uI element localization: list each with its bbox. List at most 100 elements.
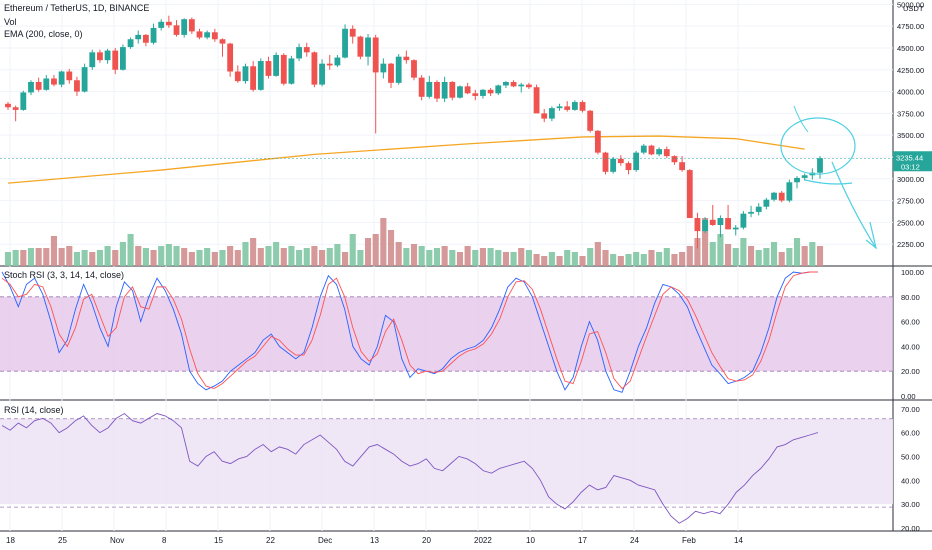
- candle-body: [771, 192, 777, 200]
- candle-body: [165, 21, 172, 26]
- volume-bar: [717, 234, 724, 266]
- candle-body: [219, 39, 226, 44]
- time-tick-label: Dec: [318, 536, 332, 545]
- candle-body: [457, 86, 463, 98]
- candle-body: [334, 57, 341, 66]
- rsi-tick-label: 20.00: [901, 524, 920, 533]
- rsi-tick-label: 60.00: [901, 429, 920, 438]
- volume-bar: [234, 250, 241, 266]
- price-tick-label: 4000.00: [897, 88, 924, 97]
- annotation-circle: [780, 117, 856, 175]
- stoch-rsi-label[interactable]: Stoch RSI (3, 3, 14, 14, close): [4, 270, 125, 280]
- volume-bar: [357, 250, 364, 266]
- volume-bar: [250, 238, 257, 266]
- volume-bar: [418, 246, 425, 266]
- volume-bar: [341, 252, 349, 266]
- candle-body: [801, 175, 808, 178]
- stoch-tick-label: 20.00: [901, 367, 920, 376]
- volume-bar: [35, 248, 42, 266]
- candle-body: [173, 25, 180, 35]
- candle-body: [694, 218, 701, 232]
- volume-bar: [541, 256, 548, 266]
- candle-body: [89, 52, 96, 68]
- candle-body: [211, 32, 218, 40]
- volume-indicator-label[interactable]: Vol: [4, 17, 17, 27]
- volume-bar: [617, 256, 624, 266]
- candle-body: [342, 28, 348, 58]
- volume-bar: [20, 250, 27, 266]
- rsi-tick-label: 40.00: [901, 476, 920, 485]
- candle-body: [648, 145, 655, 155]
- volume-bar: [725, 244, 732, 266]
- volume-bar: [403, 248, 410, 266]
- volume-bar: [165, 244, 172, 266]
- volume-bar: [755, 250, 762, 266]
- candle-body: [426, 81, 433, 97]
- rsi-series-line: [1, 412, 819, 524]
- volume-bar: [656, 252, 663, 266]
- volume-bar: [104, 246, 111, 266]
- volume-bar: [763, 248, 770, 266]
- volume-bar: [495, 250, 502, 266]
- candle-body: [587, 110, 594, 131]
- volume-bar: [556, 256, 563, 266]
- time-tick-label: 24: [630, 536, 639, 545]
- volume-bar: [441, 246, 448, 266]
- volume-bar: [4, 252, 12, 266]
- candle-body: [58, 71, 65, 85]
- volume-bar: [89, 252, 96, 266]
- candle-body: [135, 34, 142, 40]
- candle-body: [717, 218, 724, 226]
- volume-bar: [119, 242, 126, 266]
- volume-bar: [58, 248, 65, 266]
- candle-body: [204, 32, 211, 38]
- candle-body: [74, 80, 80, 92]
- stoch-series-line: [1, 271, 818, 393]
- candle-body: [411, 60, 417, 78]
- time-tick-label: 13: [370, 536, 379, 545]
- volume-bar: [227, 246, 234, 266]
- stoch-band: [0, 296, 893, 372]
- volume-bar: [280, 248, 287, 266]
- volume-bar: [679, 252, 686, 266]
- candle-body: [5, 103, 11, 108]
- candle-body: [12, 107, 19, 110]
- volume-bar: [694, 238, 701, 266]
- volume-bar: [112, 250, 119, 266]
- candle-body: [671, 156, 678, 163]
- rsi-tick-label: 30.00: [901, 500, 920, 509]
- volume-bar: [671, 254, 678, 266]
- volume-bar: [686, 246, 693, 266]
- stoch-tick-label: 40.00: [901, 342, 920, 351]
- time-tick-label: 18: [6, 536, 15, 545]
- volume-bar: [548, 252, 555, 266]
- candle-body: [150, 27, 157, 43]
- annotation-stroke: [793, 105, 809, 133]
- time-tick-label: Feb: [682, 536, 696, 545]
- annotation-arrowhead: [865, 221, 877, 250]
- time-tick-label: 15: [214, 536, 223, 545]
- candle-body: [449, 81, 456, 98]
- volume-bar: [188, 252, 195, 266]
- volume-bar: [73, 252, 81, 266]
- candle-body: [487, 89, 494, 94]
- volume-bar: [487, 248, 494, 266]
- candle-body: [81, 67, 88, 92]
- candle-body: [510, 81, 517, 87]
- volume-bar: [625, 254, 632, 266]
- candle-body: [709, 219, 716, 226]
- rsi-label[interactable]: RSI (14, close): [4, 405, 64, 415]
- candle-body: [748, 211, 754, 214]
- candle-body: [35, 81, 42, 90]
- volume-bar: [456, 252, 464, 266]
- candle-body: [349, 28, 356, 37]
- volume-bar: [610, 254, 617, 266]
- ema-indicator-label[interactable]: EMA (200, close, 0): [4, 29, 83, 39]
- candle-body: [97, 52, 103, 61]
- candle-body: [556, 106, 563, 109]
- volume-bar: [135, 246, 142, 266]
- volume-bar: [510, 252, 517, 266]
- candle-body: [257, 61, 264, 90]
- candle-body: [127, 39, 134, 48]
- volume-bar: [43, 248, 50, 266]
